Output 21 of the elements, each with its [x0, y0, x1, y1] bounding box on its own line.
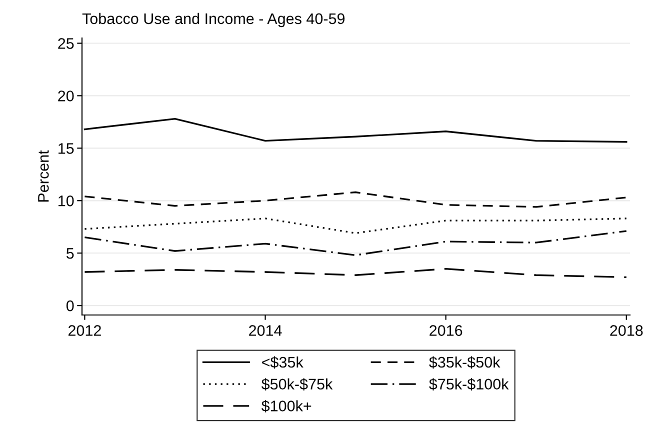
y-tick-label: 15 — [58, 143, 74, 154]
legend-label: $35k-$50k — [429, 356, 500, 369]
y-axis-title: Percent — [38, 150, 49, 202]
legend-label: $75k-$100k — [429, 378, 509, 390]
x-tick-label: 2016 — [430, 325, 462, 336]
y-tick-label: 20 — [58, 90, 74, 102]
legend-label: <$35k — [262, 356, 304, 369]
line-series — [84, 218, 628, 234]
y-tick-label: 25 — [58, 38, 74, 49]
x-tick-label: 2014 — [249, 325, 282, 336]
line-series — [84, 230, 628, 256]
chart-title: Tobacco Use and Income - Ages 40-59 — [82, 12, 345, 28]
y-tick-label: 0 — [66, 300, 74, 312]
x-tick-label: 2018 — [610, 325, 643, 336]
line-series — [84, 191, 628, 208]
y-tick-label: 10 — [58, 196, 74, 206]
y-tick-label: 5 — [66, 248, 74, 259]
legend-label: $50k-$75k — [261, 378, 333, 390]
legend-label: $100k+ — [261, 400, 312, 412]
x-tick-label: 2012 — [68, 325, 101, 336]
line-series — [84, 268, 628, 278]
